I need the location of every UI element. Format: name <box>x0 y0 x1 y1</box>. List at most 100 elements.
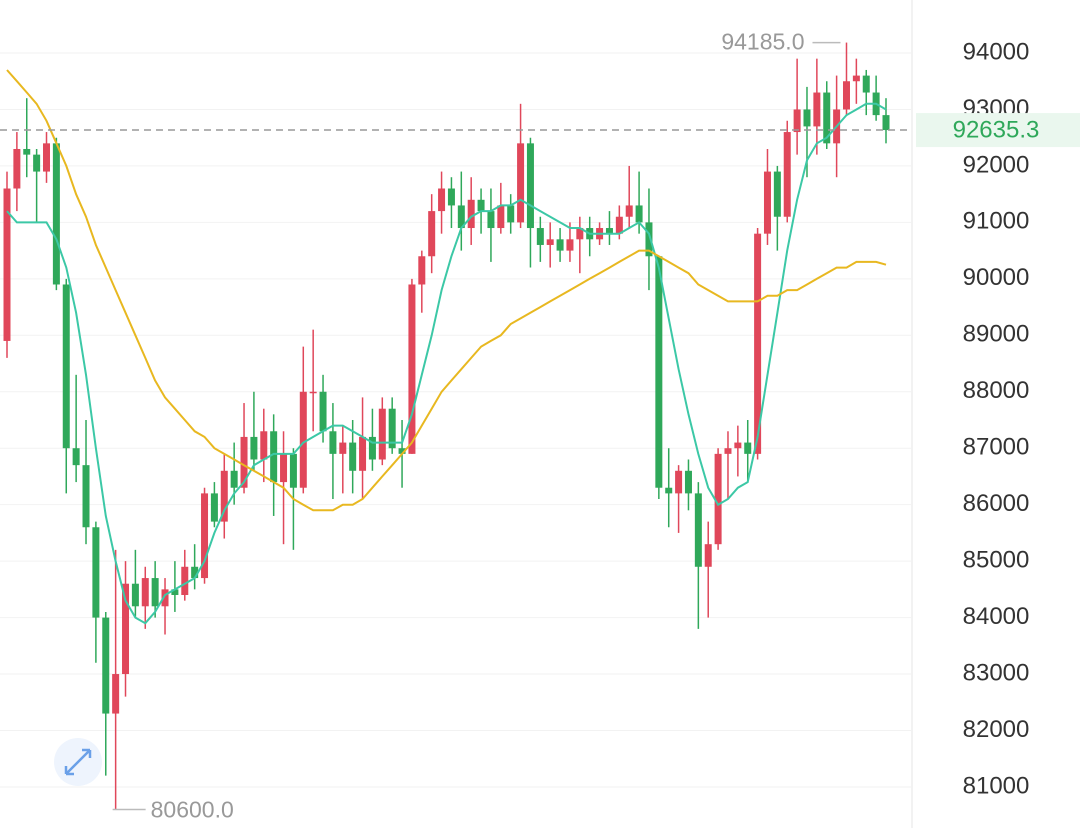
candle-body <box>882 115 890 131</box>
candle-body <box>388 408 396 449</box>
candle-body <box>645 222 653 257</box>
candle-body <box>684 470 692 494</box>
candle-body <box>368 436 376 460</box>
candle-body <box>43 143 51 172</box>
candle-body <box>862 75 870 93</box>
candle-body <box>536 228 544 245</box>
y-tick-label: 91000 <box>963 208 1030 235</box>
candle-body <box>556 239 564 251</box>
candle-body <box>280 453 288 483</box>
y-tick-label: 88000 <box>963 377 1030 404</box>
candle-body <box>625 205 633 217</box>
candle-body <box>526 143 534 229</box>
y-tick-label: 86000 <box>963 490 1030 517</box>
candle-body <box>744 442 752 454</box>
candle-body <box>33 154 41 172</box>
y-tick-label: 85000 <box>963 546 1030 573</box>
candle-body <box>694 493 702 567</box>
candle-body <box>339 442 347 454</box>
candle-body <box>23 148 31 155</box>
candle-body <box>260 431 268 460</box>
candle-body <box>773 171 781 217</box>
candle-body <box>477 199 485 212</box>
candle-body <box>230 470 238 488</box>
candle-body <box>497 205 505 229</box>
candle-body <box>665 487 673 494</box>
candle-body <box>783 132 791 217</box>
moving-average-line <box>6 102 887 625</box>
candle-body <box>517 143 525 223</box>
candle-body <box>546 239 554 245</box>
candle-body <box>675 470 683 494</box>
candle-body <box>122 583 130 675</box>
expand-button[interactable] <box>54 738 102 786</box>
candle-body <box>299 391 307 488</box>
candle-body <box>398 448 406 454</box>
candle-body <box>112 674 120 714</box>
y-tick-label: 89000 <box>963 321 1030 348</box>
candle-body <box>349 442 357 471</box>
candle-body <box>161 589 169 607</box>
candle-body <box>763 171 771 234</box>
candle-body <box>52 143 60 285</box>
candle-body <box>724 448 732 454</box>
candle-body <box>13 148 21 189</box>
candle-body <box>72 448 80 466</box>
candle-body <box>210 493 218 522</box>
candle-body <box>793 109 801 133</box>
candle-body <box>487 211 495 229</box>
candle-body <box>605 228 613 234</box>
candle-body <box>566 239 574 251</box>
candle-body <box>615 216 623 234</box>
candle-body <box>201 493 209 579</box>
last-price-label: 92635.3 <box>953 116 1040 143</box>
candle-body <box>852 75 860 82</box>
candle-body <box>359 436 367 471</box>
candle-body <box>102 617 110 714</box>
candle-body <box>635 205 643 223</box>
candle-body <box>457 205 465 229</box>
candle-body <box>408 284 416 454</box>
candle-body <box>131 583 139 607</box>
y-tick-label: 82000 <box>963 716 1030 743</box>
candle-body <box>220 470 228 522</box>
candle-body <box>309 391 317 394</box>
candle-body <box>438 188 446 212</box>
y-tick-label: 87000 <box>963 434 1030 461</box>
candle-body <box>576 228 584 240</box>
candle-body <box>289 453 297 488</box>
candle-body <box>141 578 149 607</box>
candle-body <box>378 408 386 460</box>
y-tick-label: 94000 <box>963 38 1030 65</box>
y-tick-label: 92000 <box>963 151 1030 178</box>
candle-body <box>240 436 248 488</box>
expand-icon[interactable] <box>64 748 92 776</box>
y-tick-label: 84000 <box>963 603 1030 630</box>
y-tick-label: 83000 <box>963 659 1030 686</box>
candle-body <box>507 205 515 223</box>
candle-body <box>181 566 189 596</box>
candle-body <box>418 256 426 285</box>
candle-body <box>62 284 70 449</box>
low-label: 80600.0 <box>151 797 234 823</box>
candle-body <box>447 188 455 206</box>
high-label: 94185.0 <box>721 29 804 55</box>
candle-body <box>428 211 436 257</box>
candle-body <box>319 391 327 432</box>
candle-body <box>734 442 742 449</box>
candle-body <box>704 544 712 567</box>
candle-body <box>329 431 337 454</box>
candle-body <box>92 527 100 618</box>
candle-body <box>82 465 90 528</box>
candle-body <box>467 199 475 229</box>
candle-body <box>714 453 722 545</box>
candle-body <box>151 578 159 607</box>
candle-body <box>803 109 811 127</box>
candle-body <box>171 589 179 596</box>
y-tick-label: 90000 <box>963 264 1030 291</box>
candle-body <box>191 566 199 579</box>
candle-body <box>823 92 831 144</box>
candle-body <box>813 92 821 127</box>
candle-body <box>655 256 663 488</box>
